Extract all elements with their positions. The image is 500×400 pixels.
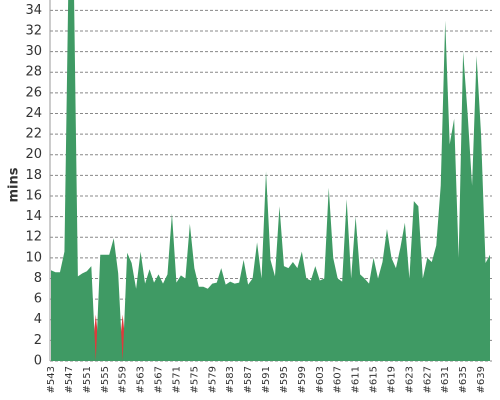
y-tick-label: 24 [25,106,42,121]
x-tick-label: #551 [82,366,93,393]
x-tick-label: #591 [261,366,272,393]
y-tick-label: 22 [25,127,42,142]
x-tick-label: #639 [476,366,487,393]
y-tick-label: 28 [25,65,42,80]
y-tick-label: 20 [25,147,42,162]
y-tick-label: 8 [34,271,42,286]
x-tick-label: #607 [333,366,344,393]
x-tick-label: #599 [297,366,308,393]
y-tick-label: 4 [34,312,42,327]
x-tick-label: #615 [369,366,380,393]
y-tick-label: 32 [25,23,42,38]
x-tick-label: #635 [458,366,469,393]
x-tick-label: #571 [171,366,182,393]
x-tick-label: #543 [46,366,57,393]
y-tick-label: 26 [25,85,42,100]
y-tick-label: 2 [34,333,42,348]
x-tick-label: #627 [422,366,433,393]
x-tick-label: #595 [279,366,290,393]
x-tick-label: #567 [154,366,165,393]
plot-area [51,0,490,361]
x-tick-label: #559 [118,366,129,393]
area [51,0,490,361]
y-tick-label: 18 [25,168,42,183]
x-tick-label: #619 [386,366,397,393]
x-tick-label: #579 [207,366,218,393]
x-tick-label: #575 [189,366,200,393]
y-tick-label: 0 [34,354,42,369]
y-tick-label: 30 [25,44,42,59]
x-tick-label: #587 [243,366,254,393]
x-tick-label: #603 [315,366,326,393]
y-tick-label: 12 [25,230,42,245]
y-tick-label: 10 [25,250,42,265]
x-tick-label: #563 [136,366,147,393]
y-tick-label: 6 [34,292,42,307]
y-tick-label: 34 [25,3,42,18]
y-tick-label: 16 [25,188,42,203]
y-tick-label: 14 [25,209,42,224]
x-tick-label: #583 [225,366,236,393]
x-tick-label: #611 [351,366,362,393]
x-tick-label: #547 [64,366,75,393]
x-tick-label: #631 [440,366,451,393]
x-tick-label: #555 [100,366,111,393]
y-axis-label: mins [7,167,22,202]
x-tick-label: #623 [404,366,415,393]
